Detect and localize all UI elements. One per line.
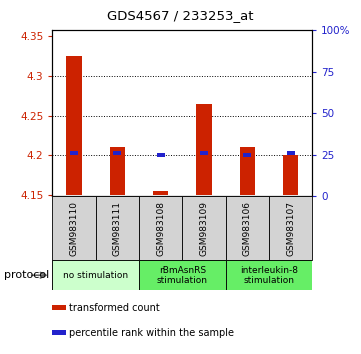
Text: transformed count: transformed count (69, 303, 160, 313)
Bar (66, 56, 82, 195)
Text: interleukin-8
stimulation: interleukin-8 stimulation (240, 266, 298, 285)
Bar (52, 330, 66, 335)
FancyBboxPatch shape (182, 196, 226, 260)
Text: percentile rank within the sample: percentile rank within the sample (69, 328, 234, 338)
Bar (110, 147, 125, 195)
Text: no stimulation: no stimulation (63, 271, 128, 280)
Text: GSM983110: GSM983110 (70, 201, 78, 256)
FancyBboxPatch shape (52, 196, 96, 260)
Text: protocol: protocol (4, 270, 49, 280)
Text: GSM983109: GSM983109 (200, 201, 208, 256)
FancyBboxPatch shape (269, 196, 312, 260)
Bar (283, 155, 298, 195)
FancyBboxPatch shape (96, 196, 139, 260)
Bar (196, 104, 212, 195)
Text: GSM983106: GSM983106 (243, 201, 252, 256)
FancyBboxPatch shape (52, 260, 139, 290)
FancyBboxPatch shape (226, 196, 269, 260)
Bar (240, 147, 255, 195)
Text: GSM983108: GSM983108 (156, 201, 165, 256)
Bar (200, 152, 208, 155)
Bar (157, 153, 165, 157)
Text: GSM983107: GSM983107 (286, 201, 295, 256)
Bar (287, 152, 295, 155)
Bar (70, 152, 78, 155)
Bar (113, 152, 121, 155)
Bar (243, 153, 251, 157)
Bar (52, 305, 66, 310)
FancyBboxPatch shape (139, 196, 182, 260)
FancyBboxPatch shape (139, 260, 226, 290)
Text: GSM983111: GSM983111 (113, 201, 122, 256)
Text: GDS4567 / 233253_at: GDS4567 / 233253_at (107, 9, 254, 22)
Bar (153, 191, 168, 195)
Text: rBmAsnRS
stimulation: rBmAsnRS stimulation (157, 266, 208, 285)
FancyBboxPatch shape (226, 260, 312, 290)
